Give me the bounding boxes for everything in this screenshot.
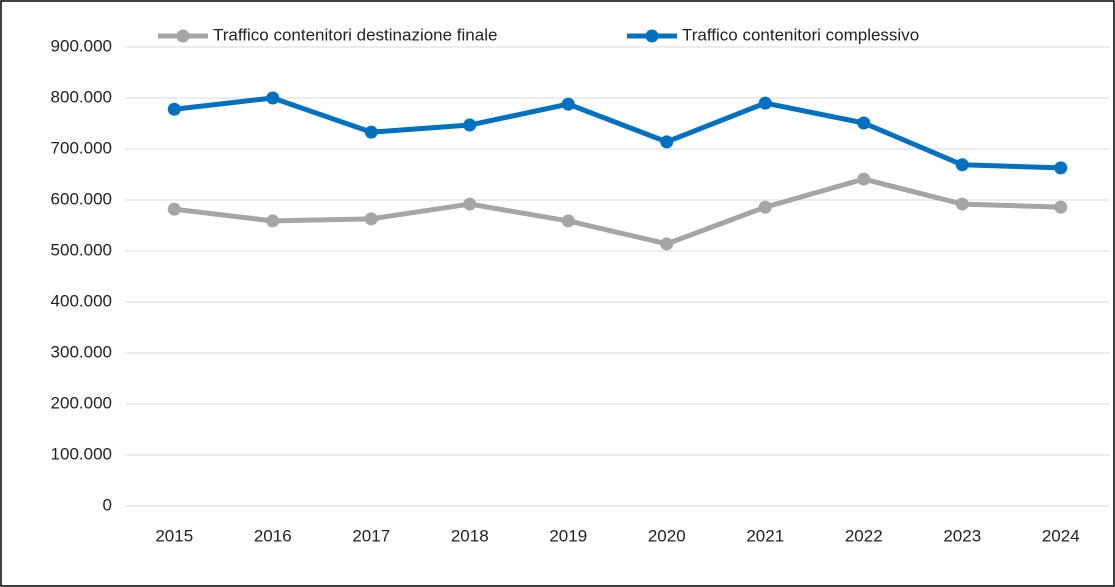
legend-label: Traffico contenitori complessivo <box>682 25 919 44</box>
x-tick-label: 2023 <box>943 526 981 545</box>
data-point <box>1054 161 1068 175</box>
data-point <box>364 212 378 226</box>
legend-marker <box>176 29 190 43</box>
y-tick-label: 500.000 <box>51 240 112 259</box>
data-point <box>561 214 575 228</box>
x-tick-label: 2022 <box>845 526 883 545</box>
data-point <box>266 214 280 228</box>
x-tick-label: 2019 <box>549 526 587 545</box>
data-point <box>364 125 378 139</box>
series-line <box>173 95 1061 171</box>
x-tick-label: 2018 <box>451 526 489 545</box>
y-tick-label: 200.000 <box>51 393 112 412</box>
data-point <box>463 197 477 211</box>
y-tick-label: 800.000 <box>51 87 112 106</box>
data-point <box>758 200 772 214</box>
data-point <box>463 118 477 132</box>
data-point <box>857 116 871 130</box>
y-tick-label: 300.000 <box>51 342 112 361</box>
data-point <box>167 202 181 216</box>
x-tick-label: 2024 <box>1042 526 1080 545</box>
x-tick-label: 2021 <box>746 526 784 545</box>
legend-marker <box>645 29 659 43</box>
data-point <box>660 135 674 149</box>
data-point <box>955 197 969 211</box>
y-tick-label: 100.000 <box>51 444 112 463</box>
data-point <box>266 91 280 105</box>
x-tick-label: 2017 <box>352 526 390 545</box>
y-tick-label: 700.000 <box>51 138 112 157</box>
data-point <box>857 172 871 186</box>
data-point <box>561 97 575 111</box>
x-tick-label: 2015 <box>155 526 193 545</box>
y-tick-label: 400.000 <box>51 291 112 310</box>
x-tick-label: 2020 <box>648 526 686 545</box>
x-tick-label: 2016 <box>254 526 292 545</box>
data-point <box>758 96 772 110</box>
y-tick-label: 900.000 <box>51 36 112 55</box>
y-tick-label: 0 <box>103 495 112 514</box>
series-line <box>173 176 1061 247</box>
data-point <box>167 102 181 116</box>
legend-label: Traffico contenitori destinazione finale <box>213 25 497 44</box>
data-point <box>1054 200 1068 214</box>
y-tick-label: 600.000 <box>51 189 112 208</box>
data-point <box>955 158 969 172</box>
data-point <box>660 237 674 251</box>
